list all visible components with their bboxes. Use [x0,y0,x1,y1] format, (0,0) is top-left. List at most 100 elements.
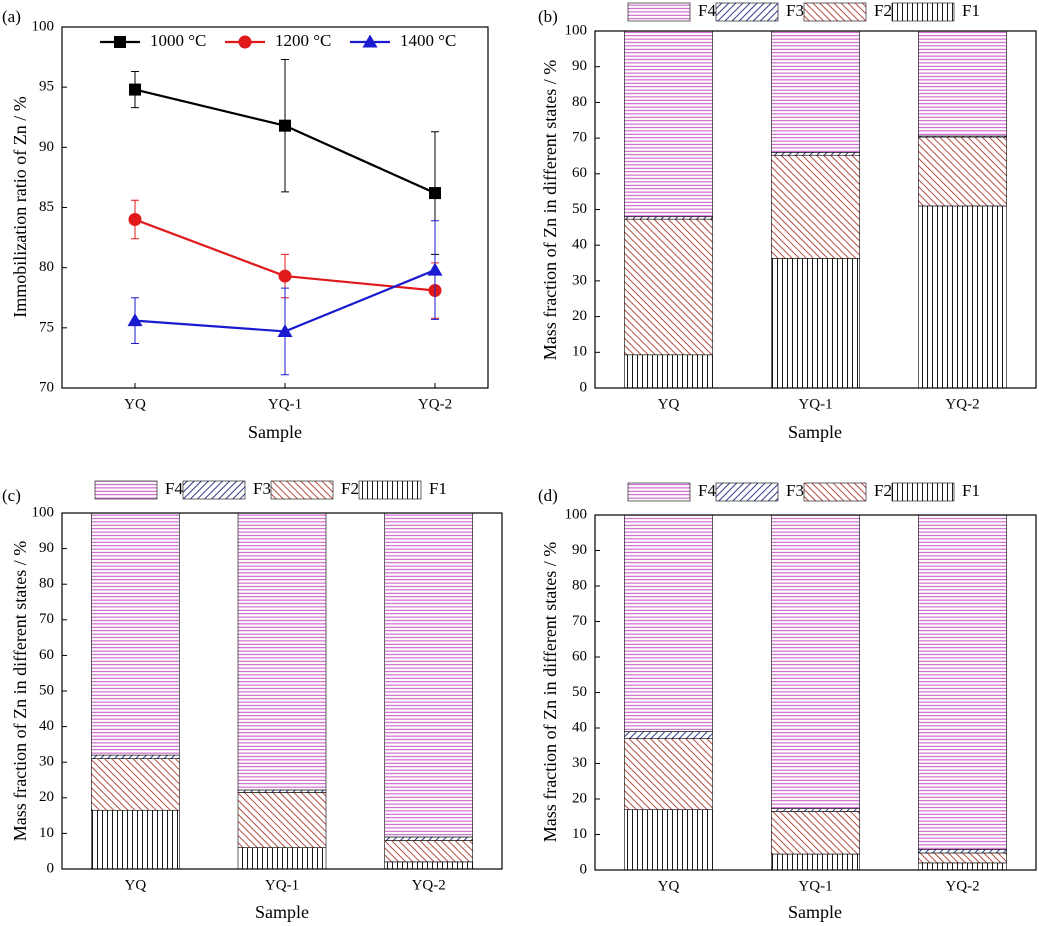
y-tick-label: 80 [572,577,587,593]
bar-segment [237,789,327,793]
y-axis-title: Mass fraction of Zn in different states … [10,541,30,842]
y-tick-label: 90 [39,139,54,155]
y-tick-label: 0 [47,860,55,876]
marker [129,83,141,96]
y-tick-label: 70 [39,611,54,627]
y-tick-label: 10 [572,826,587,842]
y-tick-label: 30 [39,754,54,770]
y-tick-label: 0 [580,379,588,395]
bar-segment [771,811,860,855]
x-tick-label: YQ-2 [945,396,979,412]
legend-label: F2 [341,479,359,498]
bar-segment [918,849,1007,854]
y-tick-label: 90 [572,58,587,74]
bar-segment [384,840,473,863]
legend-swatch [270,480,334,500]
legend-label: F1 [429,479,447,498]
legend-label: F4 [698,1,716,20]
bar-segment [918,136,1007,207]
marker [427,262,443,276]
x-axis-title: Sample [255,902,309,922]
y-tick-label: 80 [39,259,54,275]
y-tick-label: 20 [572,308,587,324]
bar-segment [771,853,860,871]
legend-swatch [94,480,158,500]
marker [278,269,292,283]
x-axis-title: Sample [248,422,302,442]
y-axis-title: Mass fraction of Zn in different states … [540,60,560,361]
bar-segment [624,514,713,732]
marker [279,119,291,132]
bar-segment [771,30,860,153]
legend-label: 1000 °C [150,31,206,50]
legend-label: F3 [786,1,804,20]
y-tick-label: 80 [39,576,54,592]
legend-swatch [715,482,779,502]
legend-swatch [182,480,246,500]
y-axis-title: Immobilization ratio of Zn / % [10,96,30,317]
x-tick-label: YQ [124,396,146,412]
bar-segment [624,216,713,220]
bar-segment [91,512,180,756]
y-tick-label: 60 [572,648,587,664]
bar-segment [918,514,1007,850]
y-tick-label: 70 [572,613,587,629]
y-tick-label: 70 [39,379,54,395]
y-tick-label: 40 [572,719,587,735]
legend-label: F2 [874,1,892,20]
legend-swatch [803,2,867,22]
bar-segment [624,809,713,871]
panel-label: (c) [2,486,21,505]
marker [114,36,126,48]
bar-segment [237,792,327,848]
y-tick-label: 100 [565,506,588,522]
legend-label: F4 [165,479,183,498]
marker [128,213,142,227]
legend-label: 1400 °C [400,31,456,50]
y-tick-label: 95 [39,79,54,95]
plot-frame [594,30,1037,389]
y-tick-label: 50 [572,684,587,700]
bar-segment [771,154,860,259]
bar-segment [237,512,327,791]
bar-segment [624,218,713,356]
plot-frame [61,26,489,389]
marker [362,34,378,48]
bar-segment [918,205,1007,389]
y-tick-label: 60 [39,647,54,663]
x-tick-label: YQ [658,396,680,412]
y-tick-label: 100 [32,18,55,34]
y-tick-label: 0 [580,861,588,877]
bar-segment [918,852,1007,864]
y-tick-label: 20 [39,789,54,805]
legend-swatch [627,482,691,502]
bar-segment [771,258,860,389]
bar-segment [384,861,473,870]
y-tick-label: 60 [572,165,587,181]
bar-segment [237,847,327,870]
x-axis-title: Sample [788,902,842,922]
y-tick-label: 85 [39,199,54,215]
y-tick-label: 50 [39,682,54,698]
bar-segment [624,354,713,389]
plot-frame [594,514,1037,871]
y-tick-label: 100 [565,22,588,38]
legend-swatch [891,2,955,22]
x-tick-label: YQ-1 [798,878,832,894]
bar-segment [918,30,1007,137]
legend-swatch [891,482,955,502]
bar-segment [771,514,860,809]
legend-swatch [803,482,867,502]
y-tick-label: 75 [39,319,54,335]
x-tick-label: YQ-1 [268,396,302,412]
y-tick-label: 90 [39,540,54,556]
bar-segment [771,152,860,156]
legend-label: F3 [253,479,271,498]
x-tick-label: YQ [658,878,680,894]
bar-segment [384,512,473,838]
y-tick-label: 50 [572,201,587,217]
panel-label: (d) [538,486,558,505]
bar-segment [384,836,473,841]
bar-segment [624,731,713,739]
